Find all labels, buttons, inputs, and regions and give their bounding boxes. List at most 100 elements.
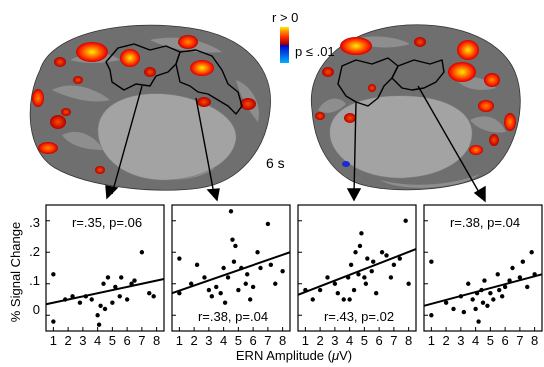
x-tick-label: 1 — [302, 333, 309, 348]
data-point — [510, 265, 515, 271]
data-point — [365, 256, 370, 261]
data-point — [474, 291, 480, 296]
left-roi-outlines — [105, 43, 243, 115]
data-point — [303, 287, 308, 293]
data-point — [101, 281, 106, 286]
data-point — [95, 313, 100, 318]
x-tick-label: 3 — [457, 333, 464, 348]
data-point — [341, 297, 346, 302]
data-point — [532, 272, 537, 277]
data-point — [218, 291, 223, 296]
right-hemisphere-medial — [310, 24, 521, 191]
data-point — [209, 294, 215, 299]
left-gyral-pattern — [52, 37, 259, 180]
data-point — [221, 265, 226, 271]
data-point — [225, 275, 231, 280]
data-point — [151, 294, 156, 299]
data-point — [236, 287, 241, 293]
x-tick-label: 5 — [235, 333, 242, 348]
data-point — [102, 306, 108, 312]
data-point — [77, 300, 83, 305]
x-tick-label: 8 — [405, 333, 412, 348]
x-tick-label: 4 — [472, 333, 479, 348]
y-tick-label: .2 — [29, 244, 40, 259]
data-point — [258, 265, 263, 271]
data-point — [351, 287, 357, 293]
right-activation-blobs — [315, 37, 516, 167]
data-point — [202, 275, 207, 280]
data-point — [110, 300, 115, 305]
data-point — [51, 319, 56, 324]
data-point — [517, 275, 523, 280]
panel-frame — [423, 204, 543, 332]
data-point — [98, 303, 103, 308]
data-point — [62, 297, 68, 302]
x-tick-label: 4 — [94, 333, 101, 348]
data-point — [363, 281, 369, 286]
data-point — [265, 221, 271, 227]
right-roi-outlines — [337, 57, 445, 107]
x-tick-label: 3 — [205, 333, 212, 348]
data-point — [443, 300, 449, 305]
data-point — [147, 291, 152, 296]
x-tick-label: 1 — [428, 333, 435, 348]
x-tick-label: 4 — [220, 333, 227, 348]
data-point — [268, 262, 274, 268]
regression-line — [297, 248, 417, 296]
data-point — [239, 265, 244, 271]
data-point — [356, 272, 361, 277]
left-hemisphere-medial — [29, 24, 271, 191]
y-tick-label: 0 — [33, 302, 40, 317]
data-point — [332, 281, 338, 286]
data-point — [470, 297, 475, 302]
data-point — [482, 278, 487, 283]
y-axis-label: % Signal Change — [8, 222, 23, 322]
data-point — [529, 250, 534, 255]
colorbar-positive — [280, 27, 289, 45]
data-point — [105, 275, 111, 280]
x-tick-label: 2 — [443, 333, 450, 348]
data-point — [473, 306, 478, 312]
x-tick-label: 7 — [390, 333, 397, 348]
data-point — [485, 303, 490, 308]
colorbar-negative — [280, 45, 289, 63]
y-axis-ticks: .3 .2 .1 0 — [29, 215, 40, 317]
data-point — [476, 319, 481, 324]
x-tick-label: 6 — [124, 333, 131, 348]
x-tick-label: 7 — [516, 333, 523, 348]
data-point — [273, 281, 278, 286]
data-point — [373, 291, 379, 296]
data-point — [124, 297, 130, 302]
scatter-panel-4: 1 2 3 4 5 6 7 8 r=.38, p=.04 — [423, 204, 543, 348]
data-point — [403, 218, 408, 223]
correlation-annotation: r=.38, p=.04 — [198, 309, 268, 324]
data-point — [233, 243, 238, 249]
data-point — [51, 272, 56, 277]
x-tick-label: 2 — [65, 333, 72, 348]
data-point — [357, 243, 363, 249]
data-point — [222, 300, 228, 305]
data-point — [230, 237, 235, 242]
data-point — [347, 297, 352, 302]
data-point — [495, 272, 500, 277]
data-point — [250, 284, 256, 290]
data-point — [466, 281, 471, 286]
data-point — [117, 294, 122, 299]
scatter-panels: 1 2 3 4 5 6 7 8r=.35, p=.061 2 3 4 5 6 7 8r=.38, p=.04… — [45, 204, 543, 348]
data-point — [310, 297, 315, 302]
x-axis-label: ERN Amplitude (μV) — [236, 348, 352, 363]
x-tick-label: 6 — [502, 333, 509, 348]
data-point — [391, 262, 397, 268]
data-point — [458, 294, 464, 299]
data-point — [397, 256, 402, 261]
data-point — [280, 268, 285, 274]
data-point — [129, 281, 134, 286]
x-tick-label: 3 — [79, 333, 86, 348]
connector-arrows — [105, 85, 486, 203]
data-point — [139, 250, 145, 255]
data-point — [499, 294, 505, 299]
y-tick-label: .1 — [29, 273, 40, 288]
data-point — [83, 294, 89, 299]
correlation-annotation: r=.38, p=.04 — [450, 215, 520, 230]
data-point — [96, 322, 102, 327]
